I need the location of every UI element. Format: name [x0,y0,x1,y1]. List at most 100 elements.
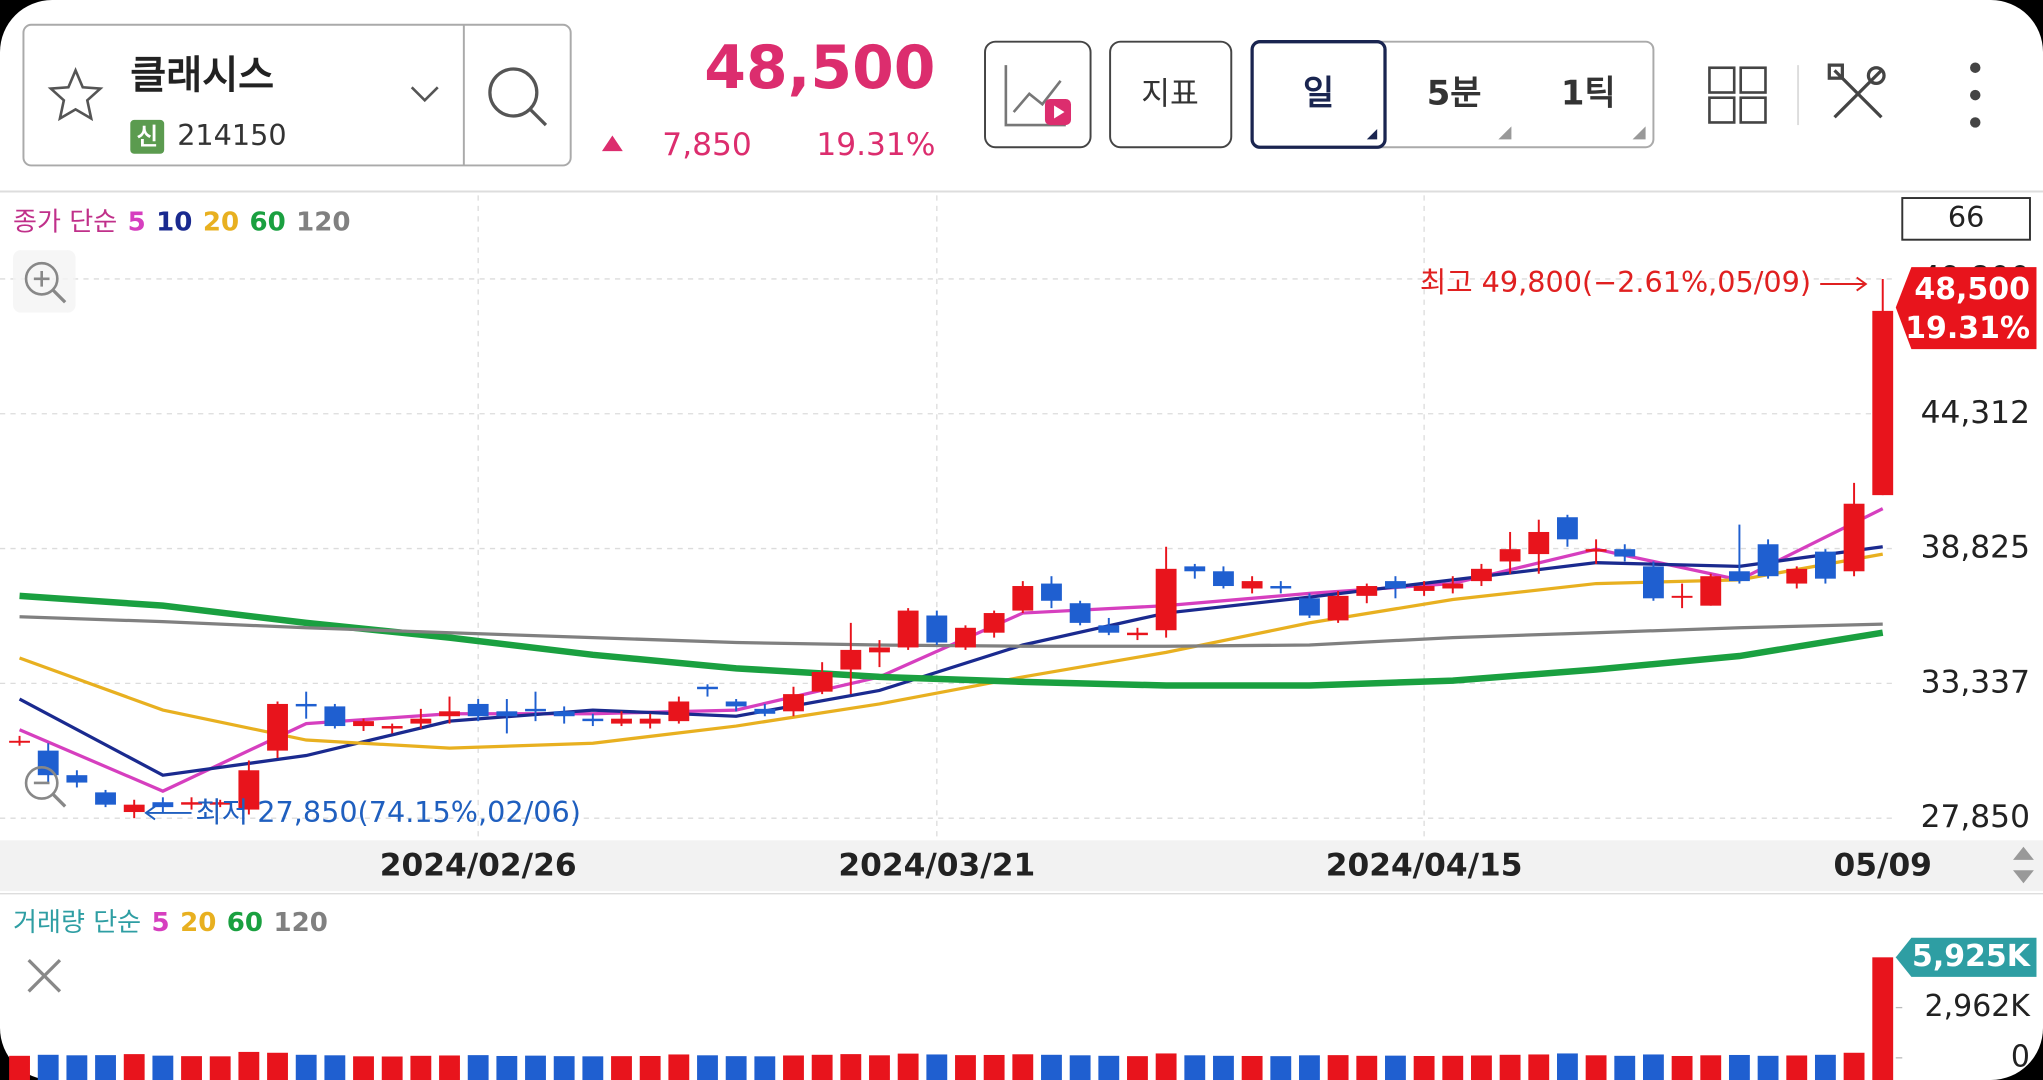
search-icon[interactable] [488,67,539,118]
more-button[interactable] [1970,62,1981,128]
layout-cell [1739,66,1767,94]
stock-code: 214150 [177,118,286,152]
volume-bar [1012,1054,1034,1080]
favorite-icon[interactable] [47,67,104,122]
volume-bar [1299,1055,1320,1080]
stock-name: 클래시스 [130,54,274,99]
volume-bar [668,1054,690,1080]
zoom-handle [52,793,67,808]
volume-bar [983,1054,1005,1080]
candle-body [754,708,776,714]
close-x [27,958,62,993]
y-tick-label: 33,337 [1921,664,2030,700]
candle-body [1327,595,1349,621]
layout-cell [1739,96,1767,124]
dot [1970,62,1981,73]
candle-body [410,718,432,724]
candle-body [152,802,174,808]
candle-body [840,649,862,670]
x-tick-label: 05/09 [1834,847,1932,883]
ticker-box[interactable]: 클래시스 신 214150 [22,23,572,167]
icon-line [1012,79,1062,113]
overlay [13,250,1868,993]
candle-body [897,610,919,648]
volume-bar [1069,1055,1091,1080]
volume-bar [295,1054,317,1080]
volume-bar [869,1055,890,1080]
candle-body [869,647,890,653]
scroll-down[interactable] [2013,870,2034,884]
period-label: 일 [1303,74,1334,113]
moving-average [18,545,1883,777]
candle-body [1385,581,1406,589]
volume-bar [1471,1055,1492,1080]
volume-bar [1155,1053,1177,1080]
icon-axis [1004,65,1066,127]
last-volume-tag [1895,937,2037,977]
current-price: 48,500 [704,33,935,103]
legend-entry: 5 [128,207,146,237]
x-tick-label: 2024/03/21 [838,847,1035,883]
candle-body [1757,544,1779,577]
volume-bar [955,1055,976,1080]
candle-body [66,775,88,783]
chart-type-button[interactable] [984,40,1092,149]
volume-bar [1585,1055,1607,1080]
candle-body [295,703,317,707]
volume-bar [1442,1055,1464,1080]
volume-bar [639,1055,661,1080]
period-label: 5분 [1427,74,1482,113]
corner-mark [1498,126,1512,140]
search-icon-handle [529,108,548,127]
candle-body [525,708,546,712]
candle-body [467,703,489,717]
indicator-button[interactable] [1109,40,1233,149]
candle-body [1270,586,1292,589]
price-plot: 27,85033,33738,82544,31249,8002024/02/26… [0,195,2037,1080]
candle-body [1241,581,1263,589]
volume-bar [267,1052,288,1080]
candle-body [95,792,116,805]
candle-body [353,721,374,727]
volume-bar [496,1055,518,1080]
candle-body [181,802,202,805]
volume-bar [1327,1055,1349,1080]
zoom-lens [24,766,59,800]
period-day[interactable] [1250,40,1387,149]
legend-entry: 120 [273,908,327,938]
candle-body [1012,586,1034,611]
badge: 신 [136,123,158,151]
legend-entry: 10 [156,207,192,237]
scroll-up[interactable] [2013,846,2034,860]
price-change: 7,850 [662,127,751,163]
layout-button[interactable] [1708,66,1767,124]
legend-entry: 60 [250,207,286,237]
volume-bar [181,1056,202,1080]
candle-body [439,711,460,717]
candle-body [1213,571,1234,587]
volume-bar [1241,1055,1263,1080]
volume-bar [697,1055,718,1080]
candle-body [1413,586,1435,591]
y-tick-label: 0 [2011,1039,2030,1074]
volume-bar [725,1056,747,1080]
moving-average [18,552,1884,750]
candle-body [611,718,632,724]
dropdown-icon[interactable] [410,86,439,103]
candle-body [381,726,403,729]
candle-body [123,804,145,813]
button-frame [984,40,1092,149]
badge-bg [130,119,165,154]
volume-bar [1499,1054,1521,1080]
zoom-in[interactable] [13,250,76,313]
candle-body [811,672,833,692]
y-tick-label: 2,962K [1925,989,2032,1024]
volume-bar [1843,1052,1865,1080]
close-volume[interactable] [27,958,62,993]
legend-entry: 20 [180,908,216,938]
legend-entry: 120 [296,207,350,237]
settings-button[interactable] [1827,63,1886,119]
volume-bar [410,1055,432,1080]
volume-bar [1814,1054,1836,1080]
zoom-out[interactable] [24,766,67,808]
